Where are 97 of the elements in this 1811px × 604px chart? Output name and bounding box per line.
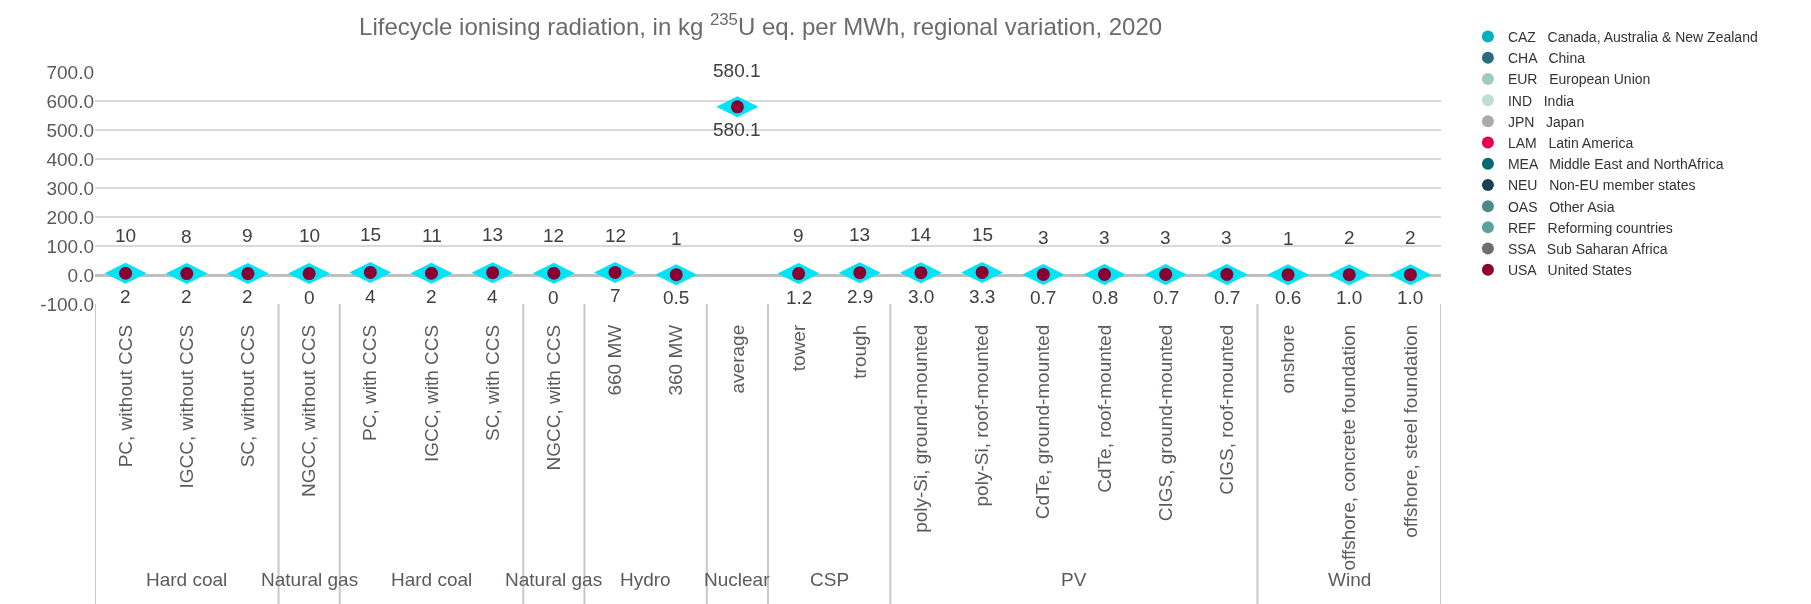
y-tick-label: -100.0 [40, 293, 94, 315]
annotation: 3 [1038, 227, 1049, 248]
x-tick-label: IGCC, with CCS [420, 324, 442, 463]
x-tick-label: tower [787, 324, 809, 372]
annotation: 2.9 [847, 286, 874, 307]
annotation: 2 [120, 286, 131, 307]
legend-label: SSA Sub Saharan Africa [1507, 241, 1668, 258]
annotation: 2 [1405, 227, 1416, 248]
annotation: 4 [365, 286, 376, 307]
annotation: 0.5 [663, 287, 690, 308]
legend-label: CAZ Canada, Australia & New Zealand [1507, 29, 1758, 46]
x-tick-label: NGCC, without CCS [298, 324, 320, 497]
y-tick-label: 400.0 [46, 148, 94, 170]
annotation: 0 [548, 287, 559, 308]
annotation: 3 [1160, 227, 1171, 248]
annotation: 1.2 [786, 287, 813, 308]
text: Hard coal [391, 569, 473, 590]
annotation: 0.7 [1153, 287, 1180, 308]
text: Hard coal [146, 569, 228, 590]
x-tick-label: poly-Si, roof-mounted [971, 324, 993, 507]
annotation: 3 [1099, 227, 1110, 248]
annotation: 0.6 [1275, 287, 1302, 308]
legend-label: EUR European Union [1507, 71, 1651, 88]
y-tick-label: 100.0 [46, 235, 94, 257]
legend-label: IND India [1507, 92, 1575, 109]
legend-label: CHA China [1507, 50, 1586, 67]
x-tick-label: NGCC, with CCS [543, 324, 565, 471]
x-tick-label: CdTe, roof-mounted [1093, 324, 1115, 493]
annotation: 0.7 [1030, 287, 1057, 308]
legend-label: USA United States [1507, 262, 1632, 279]
x-tick-label: onshore [1277, 324, 1299, 394]
annotation: 13 [482, 224, 504, 245]
text: CSP [810, 569, 850, 590]
annotation: 0 [304, 287, 315, 308]
annotation: 1.0 [1397, 287, 1424, 308]
x-tick-label: PC, without CCS [114, 324, 136, 468]
text: Natural gas [261, 569, 359, 590]
y-tick-label: 0.0 [67, 264, 94, 286]
chart-title: Lifecycle ionising radiation, in kg $^{235}$U eq. per MWh, regional variation, 2020 [359, 9, 1163, 40]
annotation: 3 [1221, 227, 1232, 248]
annotation: 2 [181, 286, 192, 307]
x-tick-label: offshore, steel foundation [1399, 324, 1421, 538]
x-tick-label: SC, with CCS [481, 324, 503, 441]
annotation: 3.0 [908, 286, 935, 307]
y-tick-label: 500.0 [46, 119, 94, 141]
x-tick-label: offshore, concrete foundation [1338, 324, 1360, 571]
text: Nuclear [704, 569, 771, 590]
annotation: 15 [972, 224, 994, 245]
legend-label: REF Reforming countries [1507, 219, 1673, 236]
annotation: 4 [487, 286, 498, 307]
annotation: 1.0 [1336, 287, 1363, 308]
y-tick-label: 700.0 [46, 61, 94, 83]
x-tick-label: IGCC, without CCS [175, 324, 197, 489]
annotation: 10 [115, 225, 137, 246]
x-tick-label: CdTe, ground-mounted [1032, 324, 1054, 520]
annotation: 11 [422, 225, 442, 246]
annotation: 0.7 [1214, 287, 1241, 308]
annotation: 1 [1283, 228, 1294, 249]
annotation: 3.3 [969, 286, 996, 307]
y-tick-label: 600.0 [46, 90, 94, 112]
x-tick-label: average [726, 324, 748, 394]
text: Natural gas [505, 569, 603, 590]
x-tick-label: 660 MW [604, 324, 626, 396]
annotation: 13 [849, 224, 871, 245]
y-tick-label: 300.0 [46, 177, 94, 199]
annotation: 2 [426, 286, 437, 307]
text: Hydro [620, 569, 671, 590]
annotation: 9 [793, 225, 804, 246]
annotation: 14 [910, 224, 932, 245]
annotation: 2 [1344, 227, 1355, 248]
x-tick-label: 360 MW [665, 324, 687, 396]
x-tick-label: SC, without CCS [237, 324, 259, 468]
x-tick-label: PC, with CCS [359, 324, 381, 441]
annotation: 580.1 [713, 60, 761, 81]
legend-label: NEU Non-EU member states [1507, 177, 1696, 194]
legend-label: LAM Latin America [1507, 135, 1634, 152]
x-tick-label: trough [848, 324, 870, 379]
annotation: 12 [605, 225, 627, 246]
legend-label: MEA Middle East and NorthAfrica [1507, 156, 1724, 173]
annotation: 0.8 [1092, 287, 1119, 308]
legend-label: OAS Other Asia [1507, 198, 1615, 215]
text: Wind [1328, 569, 1372, 590]
annotation: 10 [299, 225, 321, 246]
annotation: 7 [610, 285, 621, 306]
x-tick-label: poly-Si, ground-mounted [910, 324, 932, 533]
x-tick-label: CIGS, ground-mounted [1154, 324, 1176, 522]
annotation: 15 [360, 224, 382, 245]
annotation: 12 [543, 225, 565, 246]
text: PV [1061, 569, 1087, 590]
annotation: 1 [671, 228, 682, 249]
annotation: 9 [242, 225, 253, 246]
x-tick-label: CIGS, roof-mounted [1216, 324, 1238, 495]
legend-label: JPN Japan [1507, 113, 1585, 130]
annotation: 2 [242, 286, 253, 307]
y-tick-label: 200.0 [46, 206, 94, 228]
annotation: 8 [181, 226, 192, 247]
annotation: 580.1 [713, 119, 761, 140]
